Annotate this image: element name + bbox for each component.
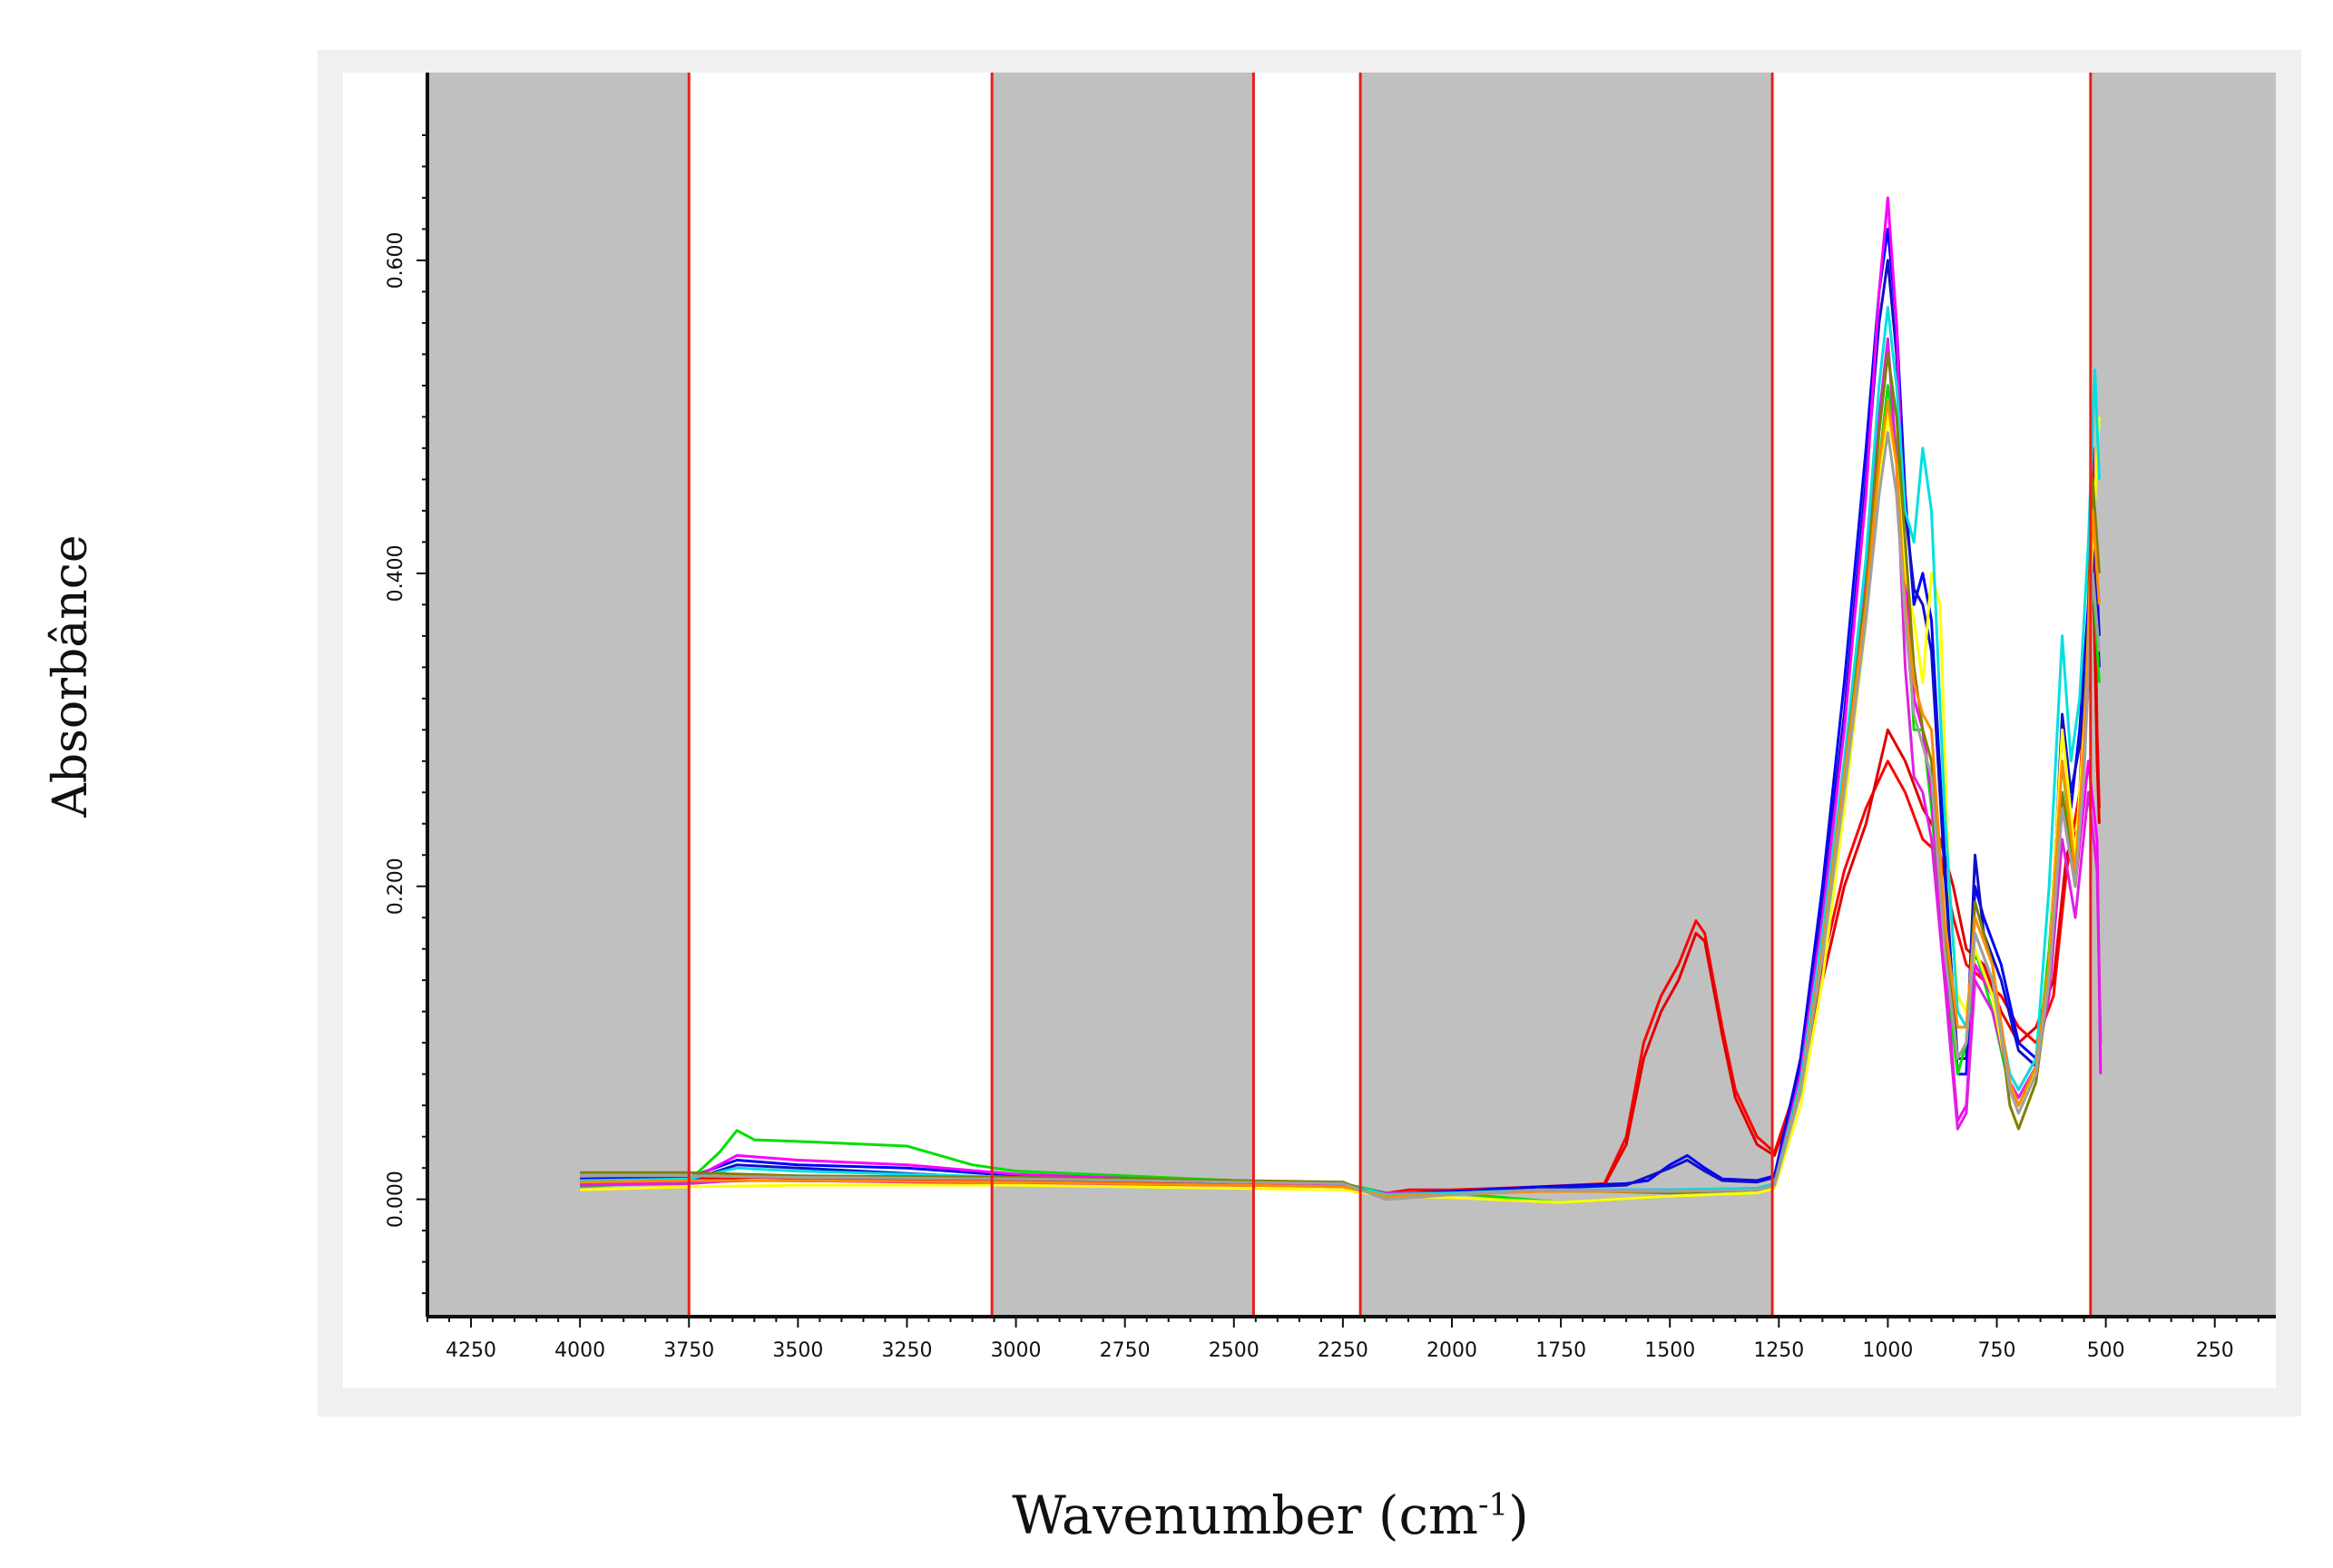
spectrum-line-5: [580, 196, 2103, 1196]
x-tick-label-15: 500: [2087, 1339, 2125, 1362]
spectrum-line-1: [580, 540, 2101, 1196]
y-tick-label-3: 0.600: [385, 231, 407, 289]
x-tick-label-5: 3000: [991, 1339, 1042, 1362]
x-tick-label-2: 3750: [663, 1339, 714, 1362]
plot-area: 4250 4000 3750 3500 3250 3000 2750 2500 2250 2000…: [343, 73, 2276, 1388]
spectrum-line-8: [580, 306, 2101, 1196]
y-axis-label: Absorbânce: [44, 534, 98, 818]
shaded-region-3: [2090, 73, 2276, 1317]
x-tick-label-0: 4250: [446, 1339, 496, 1362]
x-tick-label-13: 1000: [1862, 1339, 1913, 1362]
x-tick-label-6: 2750: [1100, 1339, 1151, 1362]
shaded-region-0: [427, 73, 690, 1317]
x-tick-label-11: 1500: [1644, 1339, 1695, 1362]
plot-panel: 4250 4000 3750 3500 3250 3000 2750 2500 2250 2000…: [318, 50, 2301, 1416]
x-tick-label-4: 3250: [881, 1339, 932, 1362]
x-tick-label-8: 2250: [1318, 1339, 1368, 1362]
spectrum-line-2: [580, 228, 2101, 1201]
x-tick-label-14: 750: [1978, 1339, 2016, 1362]
x-tick-label-1: 4000: [554, 1339, 605, 1362]
y-tick-label-1: 0.200: [385, 858, 407, 915]
y-tick-label-0: 0.000: [385, 1171, 407, 1228]
ftir-spectra-chart: 4250 4000 3750 3500 3250 3000 2750 2500 2250 2000…: [385, 73, 2276, 1362]
shaded-region-1: [992, 73, 1254, 1317]
x-axis-label-unit-exponent: -1: [1477, 1486, 1509, 1524]
x-axis-label-close: ): [1508, 1485, 1529, 1546]
shaded-region-2: [1360, 73, 1773, 1317]
x-tick-label-12: 1250: [1753, 1339, 1804, 1362]
y-tick-label-2: 0.400: [385, 544, 407, 602]
x-axis-label-text: Wavenumber (cm: [1012, 1485, 1478, 1546]
x-axis-label: Wavenumber (cm-1): [1012, 1485, 1528, 1546]
x-tick-label-16: 250: [2196, 1339, 2234, 1362]
x-tick-label-10: 1750: [1535, 1339, 1586, 1362]
x-tick-label-3: 3500: [772, 1339, 823, 1362]
x-tick-label-7: 2500: [1209, 1339, 1260, 1362]
x-tick-label-9: 2000: [1426, 1339, 1477, 1362]
spectrum-line-11: [580, 431, 2101, 1201]
